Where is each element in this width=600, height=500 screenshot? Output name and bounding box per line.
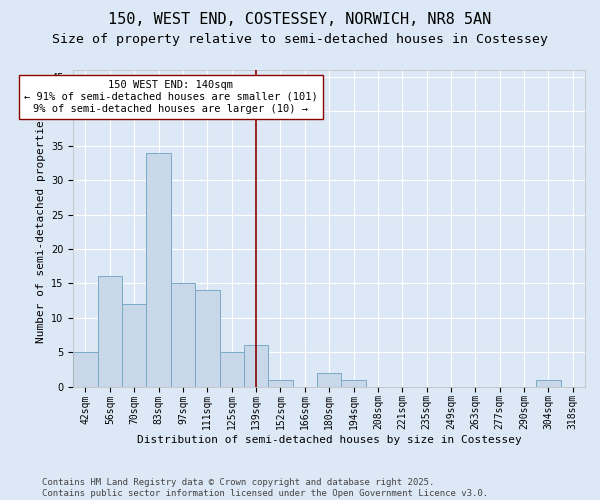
Bar xyxy=(268,380,293,386)
Bar xyxy=(195,290,220,386)
Text: 150 WEST END: 140sqm
← 91% of semi-detached houses are smaller (101)
9% of semi-: 150 WEST END: 140sqm ← 91% of semi-detac… xyxy=(24,80,317,114)
Bar xyxy=(220,352,244,386)
Y-axis label: Number of semi-detached properties: Number of semi-detached properties xyxy=(35,114,46,343)
Bar xyxy=(73,352,98,386)
Text: Size of property relative to semi-detached houses in Costessey: Size of property relative to semi-detach… xyxy=(52,32,548,46)
Bar xyxy=(122,304,146,386)
Bar xyxy=(341,380,366,386)
Bar xyxy=(244,346,268,387)
Bar xyxy=(171,284,195,387)
X-axis label: Distribution of semi-detached houses by size in Costessey: Distribution of semi-detached houses by … xyxy=(137,435,521,445)
Bar xyxy=(536,380,560,386)
Bar xyxy=(98,276,122,386)
Text: Contains HM Land Registry data © Crown copyright and database right 2025.
Contai: Contains HM Land Registry data © Crown c… xyxy=(42,478,488,498)
Bar xyxy=(317,373,341,386)
Bar xyxy=(146,152,171,386)
Text: 150, WEST END, COSTESSEY, NORWICH, NR8 5AN: 150, WEST END, COSTESSEY, NORWICH, NR8 5… xyxy=(109,12,491,28)
